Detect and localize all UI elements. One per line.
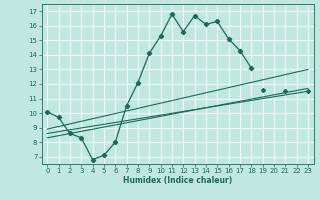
X-axis label: Humidex (Indice chaleur): Humidex (Indice chaleur): [123, 176, 232, 185]
